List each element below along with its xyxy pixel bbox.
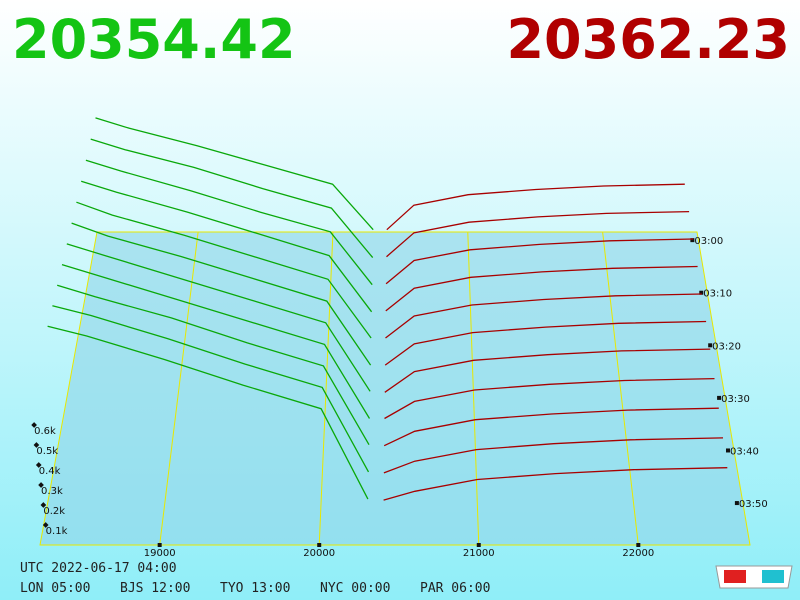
z-tick-label: 0.2k: [43, 506, 65, 517]
bid-depth-line: [95, 117, 374, 231]
time-tick-dot: [725, 448, 730, 453]
tick-dot: [636, 543, 641, 547]
tick-dot: [157, 543, 162, 547]
ask-depth-line: [386, 183, 685, 231]
bid-depth-line: [71, 222, 372, 366]
ask-depth-line: [383, 467, 728, 501]
plot: 19000 20000 21000 22000 0.1k 0.2k 0.3k 0.4k 0.5k…: [31, 117, 768, 559]
grid-line: [159, 231, 199, 546]
zone-time: TYO 13:00: [220, 581, 290, 596]
ask-depth-line: [384, 377, 715, 420]
zone-time: LON 05:00: [20, 581, 90, 596]
time-tick-label: 03:00: [694, 236, 723, 247]
ask-depth-line: [385, 265, 698, 312]
time-tick-dot: [717, 395, 722, 400]
bid-price: 20354.42: [12, 8, 296, 71]
zone-time: NYC 00:00: [320, 581, 390, 596]
z-tick-label: 0.5k: [36, 446, 58, 457]
x-tick-label: 22000: [622, 548, 654, 559]
time-tick-label: 03:20: [712, 341, 741, 352]
ask-depth-line: [385, 293, 702, 339]
z-tick-label: 0.6k: [34, 426, 56, 437]
time-tick-label: 03:40: [730, 446, 759, 457]
z-tick-dot: [42, 522, 49, 528]
ask-depth-line: [386, 210, 690, 258]
time-tick-label: 03:50: [739, 499, 768, 510]
bid-depth-line: [47, 325, 369, 500]
tick-dot: [317, 543, 322, 547]
x-tick-label: 19000: [144, 548, 176, 559]
grid-line: [318, 231, 334, 546]
ask-depth-line: [383, 437, 724, 474]
ask-depth-line: [384, 320, 707, 366]
time-zones: LON 05:00 BJS 12:00 TYO 13:00 NYC 00:00 PAR …: [20, 581, 490, 596]
ask-price: 20362.23: [506, 8, 790, 71]
x-tick-label: 20000: [303, 548, 335, 559]
zone-time: BJS 12:00: [120, 581, 190, 596]
time-tick-dot: [690, 238, 695, 243]
bid-depth-line: [66, 243, 371, 392]
z-tick-label: 0.1k: [46, 526, 68, 537]
bid-depth-line: [90, 138, 374, 259]
ask-depth-line: [384, 348, 711, 393]
grid-line: [467, 231, 480, 546]
tick-dot: [476, 543, 481, 547]
time-tick-label: 03:10: [703, 289, 732, 300]
bid-depth-line: [76, 201, 372, 339]
time-tick-label: 03:30: [721, 394, 750, 405]
time-tick-dot: [708, 343, 713, 348]
grid-line: [602, 231, 639, 546]
bid-depth-line: [52, 305, 370, 473]
bid-depth-line: [85, 159, 373, 286]
z-tick-label: 0.3k: [41, 486, 63, 497]
3d-glasses-icon: [715, 565, 793, 589]
x-tick-label: 21000: [463, 548, 495, 559]
time-tick-dot: [734, 501, 739, 506]
zone-time: PAR 06:00: [420, 581, 490, 596]
time-tick-dot: [699, 290, 704, 295]
ask-depth-line: [385, 238, 694, 285]
utc-time: UTC 2022-06-17 04:00: [20, 561, 177, 576]
ask-depth-line: [383, 407, 719, 447]
floor: [39, 231, 751, 546]
z-tick-label: 0.4k: [39, 466, 61, 477]
bid-depth-line: [57, 284, 370, 446]
bid-depth-line: [81, 180, 373, 313]
bid-depth-line: [61, 263, 371, 419]
